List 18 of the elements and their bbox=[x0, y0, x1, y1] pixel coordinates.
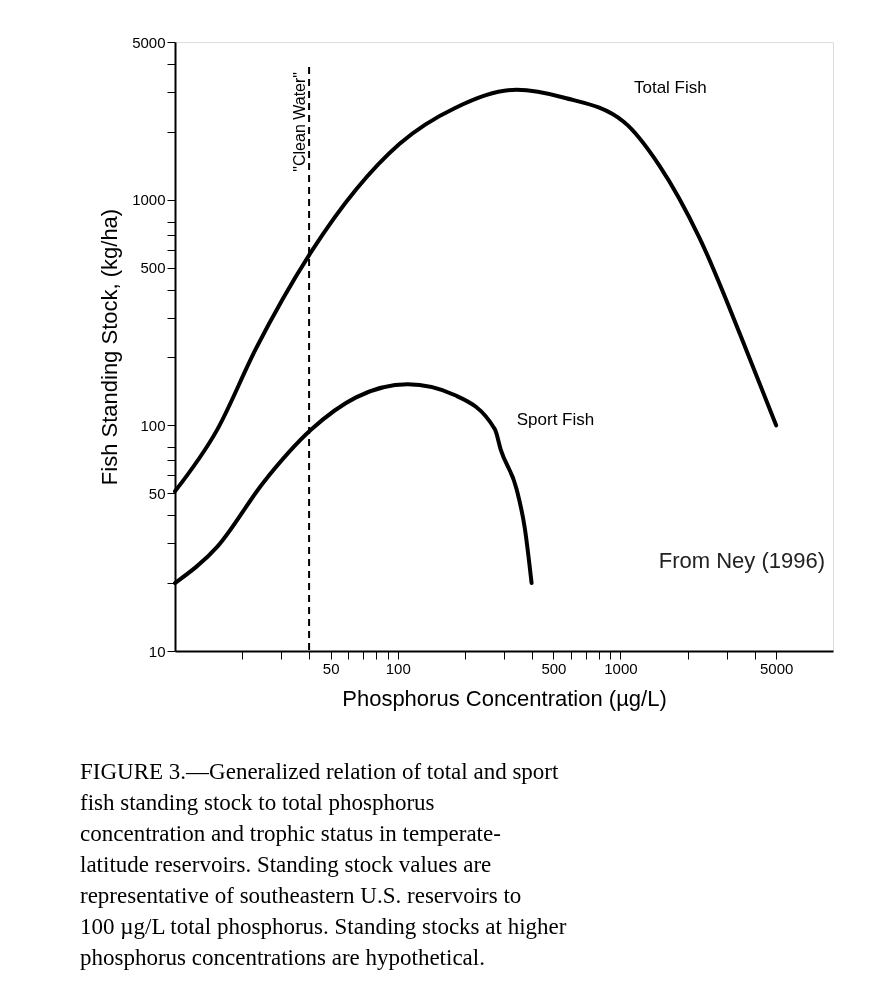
x-tick-label: 5000 bbox=[759, 659, 794, 677]
y-tick-label: 100 bbox=[140, 416, 166, 434]
y-tick-label: 500 bbox=[140, 259, 166, 277]
series-label: Total Fish bbox=[633, 78, 707, 98]
x-axis-title: Phosphorus Concentration (µg/L) bbox=[342, 685, 667, 711]
annotation: From Ney (1996) bbox=[658, 548, 825, 573]
x-tick-label: 500 bbox=[541, 659, 567, 677]
series-label: Sport Fish bbox=[516, 409, 595, 429]
caption: FIGURE 3.—Generalized relation of total and sport fish standing stock to total phosphorus concentration and trophic status in temperate-latitude reservoirs. Standing stock values are representative of southeastern U.S. reservoirs to 100 µg/L total phosphorus. Standing stocks at higher phosphorus concentrations are hypothetical. bbox=[80, 759, 567, 970]
x-tick-label: 50 bbox=[322, 659, 340, 677]
y-tick-label: 50 bbox=[148, 484, 166, 502]
x-tick-label: 1000 bbox=[604, 659, 638, 677]
x-tick-label: 100 bbox=[385, 659, 411, 677]
y-axis-title: Fish Standing Stock, (kg/ha) bbox=[97, 208, 123, 486]
y-tick-label: 1000 bbox=[132, 191, 166, 209]
y-tick-label: 10 bbox=[148, 642, 166, 660]
ref-line-label: "Clean Water" bbox=[291, 72, 309, 172]
y-tick-label: 5000 bbox=[132, 33, 166, 51]
